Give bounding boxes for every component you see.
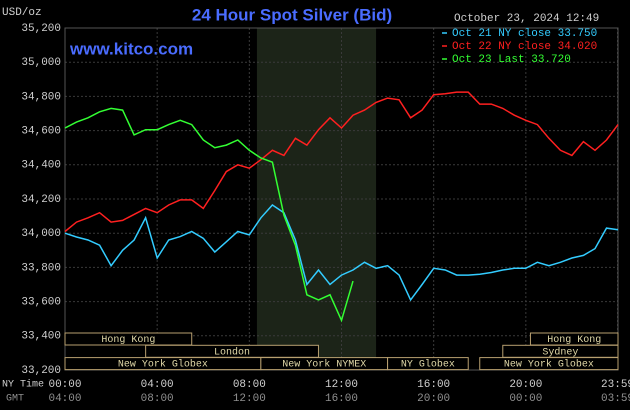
x-label: NY Time: [2, 379, 44, 391]
x-tick-label: 16:00: [417, 379, 450, 391]
x2-tick-label: 08:00: [141, 393, 174, 405]
session-label: New York Globex: [118, 359, 208, 371]
x2-tick-label: 00:00: [509, 393, 542, 405]
session-label: London: [214, 346, 250, 358]
x2-tick-label: 20:00: [417, 393, 450, 405]
y-tick-label: 34,200: [21, 194, 61, 206]
series-line: [64, 204, 619, 302]
y-tick-label: 34,600: [21, 126, 61, 138]
series-line: [64, 107, 354, 323]
y-tick-label: 35,000: [21, 57, 61, 69]
x2-tick-label: 16:00: [325, 393, 358, 405]
legend-label: Oct 23 Last 33.720: [452, 54, 571, 66]
y-tick-label: 35,200: [21, 23, 61, 35]
x-tick-label: 08:00: [233, 379, 266, 391]
x2-label: GMT: [6, 394, 24, 405]
y-unit: USD/oz: [2, 7, 42, 19]
y-tick-label: 34,400: [21, 160, 61, 172]
session-box: [387, 357, 469, 371]
session-label: NY Globex: [401, 359, 455, 371]
session-box: [479, 357, 619, 371]
y-tick-label: 33,200: [21, 365, 61, 377]
chart-title: 24 Hour Spot Silver (Bid): [192, 5, 392, 24]
x2-tick-label: 04:00: [48, 393, 81, 405]
x2-tick-label: 03:59: [601, 393, 630, 405]
session-label: Sydney: [542, 346, 578, 358]
x-tick-label: 12:00: [325, 379, 358, 391]
source: www.kitco.com: [69, 39, 193, 58]
date-label: October 23, 2024 12:49: [454, 13, 599, 25]
session-label: New York NYMEX: [282, 359, 366, 371]
session-label: New York Globex: [504, 359, 594, 371]
y-tick-label: 34,000: [21, 228, 61, 240]
shaded-region: [256, 28, 377, 370]
session-label: Hong Kong: [547, 335, 601, 346]
y-tick-label: 33,400: [21, 331, 61, 343]
y-tick-label: 33,600: [21, 297, 61, 309]
y-tick-label: 33,800: [21, 262, 61, 274]
x-tick-label: 20:00: [509, 379, 542, 391]
x-tick-label: 23:59: [601, 379, 630, 391]
x-tick-label: 04:00: [141, 379, 174, 391]
x2-tick-label: 12:00: [233, 393, 266, 405]
legend-label: Oct 21 NY close 33.750: [452, 28, 597, 40]
legend-label: Oct 22 NY close 34.020: [452, 41, 597, 53]
session-box: [64, 332, 193, 346]
y-tick-label: 34,800: [21, 91, 61, 103]
session-label: Hong Kong: [101, 335, 155, 346]
series-line: [64, 91, 619, 233]
x-tick-label: 00:00: [48, 379, 81, 391]
